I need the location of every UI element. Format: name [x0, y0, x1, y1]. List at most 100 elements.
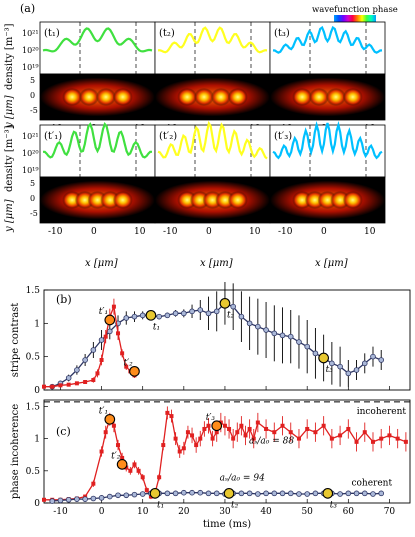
data-point	[120, 455, 125, 460]
data-point	[172, 490, 179, 497]
y-tick-label: 1.5	[26, 402, 41, 412]
data-point	[189, 308, 195, 315]
data-point	[255, 323, 261, 330]
time-marker	[219, 297, 231, 309]
data-point	[157, 475, 162, 480]
data-point	[139, 312, 146, 319]
panel-a-label: (a)	[20, 2, 35, 15]
x-tick-label: 50	[301, 507, 313, 517]
data-point	[111, 304, 116, 309]
data-point	[91, 481, 96, 486]
data-point	[50, 384, 55, 389]
density-tick-label: 10¹⁹	[22, 166, 39, 175]
data-point	[177, 449, 182, 454]
data-point	[304, 491, 310, 497]
phase-incoherence-chart: -10 0 10 20 30 40 50 60 70 0 0.5 1 1.5 phase incohere…	[10, 399, 411, 530]
data-point	[124, 364, 129, 369]
y-tick-label: -5	[30, 209, 38, 218]
data-point	[329, 360, 335, 367]
data-point	[42, 497, 46, 502]
data-point	[165, 410, 170, 415]
annotation: coherent	[351, 478, 392, 488]
data-point	[312, 490, 319, 497]
data-point	[227, 426, 232, 431]
data-point	[49, 498, 56, 504]
data-point	[271, 330, 278, 337]
data-point	[287, 490, 294, 497]
data-point	[185, 430, 190, 435]
data-point	[128, 468, 133, 473]
data-point	[57, 497, 64, 504]
data-point	[271, 490, 278, 497]
data-point	[136, 468, 141, 473]
data-point	[82, 357, 88, 363]
data-point	[264, 426, 269, 431]
data-point	[197, 489, 204, 496]
density-blob	[309, 88, 330, 106]
data-point	[181, 446, 186, 451]
data-point	[161, 443, 166, 448]
data-point	[74, 496, 80, 502]
time-marker-label: t′₃	[206, 413, 216, 423]
y-tick-label: 0	[30, 91, 35, 100]
data-point	[353, 490, 360, 497]
data-point	[378, 490, 385, 497]
x-tick-label: 70	[384, 507, 396, 517]
data-point	[255, 491, 261, 497]
x-tick-label: 40	[260, 507, 272, 517]
data-point	[338, 433, 343, 438]
data-point	[313, 430, 318, 435]
x-tick-label: 60	[343, 507, 355, 517]
data-point	[354, 439, 359, 444]
data-point	[42, 384, 46, 389]
time-tag: (t₂)	[159, 28, 175, 39]
density-curve	[272, 120, 383, 160]
time-marker	[104, 413, 116, 425]
density-tick-label: 10¹⁹	[22, 63, 39, 72]
data-point	[106, 328, 113, 335]
y-tick-label: 1.5	[26, 286, 41, 296]
time-marker	[145, 309, 157, 321]
annotation: aₛ/a₀ = 88	[249, 436, 294, 446]
data-point	[213, 308, 220, 315]
x-tick-label: -10	[163, 227, 178, 237]
data-point	[194, 443, 199, 448]
time-marker	[318, 352, 329, 364]
stripe-contrast-chart: 0 0.5 1 1.5 stripe contrast t₁ t₂ t₃ t′₁ t′₂	[10, 282, 411, 396]
data-point	[238, 313, 245, 320]
panel-a-grid: (t₁) -10 0 10 (t₂) -10 0 10 (t₃) -10 0 10 10¹⁹ 10²⁰ 10…	[22, 21, 386, 237]
data-point	[132, 462, 137, 467]
x-tick-label: -10	[53, 507, 68, 517]
x-tick-label: 10	[137, 507, 149, 517]
x-tick-label: 10	[134, 227, 146, 237]
data-point	[329, 436, 334, 441]
data-point	[231, 436, 236, 441]
time-marker	[116, 459, 128, 470]
data-point	[222, 423, 227, 428]
y-tick-label: 5	[30, 179, 35, 188]
density-blob	[342, 191, 363, 209]
data-point	[230, 303, 236, 310]
density-curve	[272, 25, 383, 54]
data-point	[90, 347, 97, 353]
data-point	[213, 490, 220, 497]
data-point	[337, 491, 343, 497]
data-point	[345, 490, 352, 497]
panel-b-label: (b)	[56, 293, 72, 306]
data-point	[115, 492, 121, 499]
x-tick-label: 0	[99, 507, 105, 517]
data-point	[370, 439, 375, 444]
data-point	[103, 334, 108, 339]
data-point	[370, 353, 376, 360]
density-curve	[157, 120, 268, 160]
data-point	[345, 370, 352, 377]
data-point	[181, 310, 187, 317]
data-point	[131, 491, 138, 498]
density-curve	[43, 122, 152, 159]
panel-c-label: (c)	[56, 425, 71, 438]
time-marker	[211, 420, 223, 432]
data-point	[202, 426, 207, 431]
density-blob	[177, 88, 198, 106]
x-label-a-1: x [μm]	[85, 258, 118, 269]
